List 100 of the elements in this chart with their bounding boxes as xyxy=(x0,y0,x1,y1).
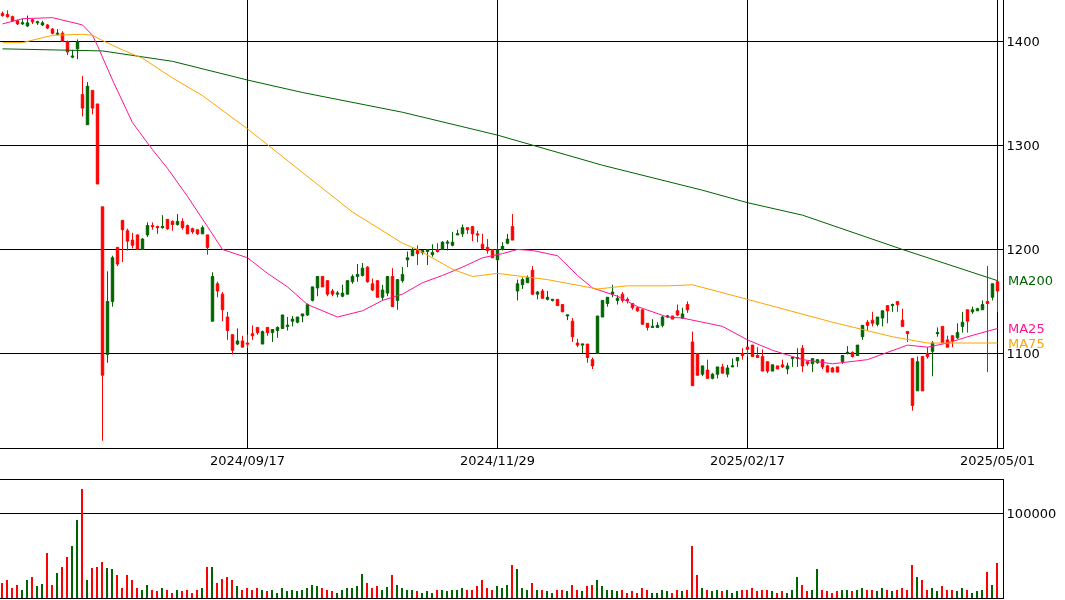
candlestick xyxy=(475,230,480,243)
candlestick xyxy=(645,322,650,332)
bar xyxy=(586,586,588,598)
bar xyxy=(381,590,383,598)
candlestick xyxy=(0,10,5,18)
bar xyxy=(511,565,513,598)
bar xyxy=(816,569,818,598)
candlestick xyxy=(5,9,10,19)
bar xyxy=(291,590,293,598)
bar xyxy=(401,588,403,598)
candlestick xyxy=(780,359,785,369)
bar xyxy=(626,593,628,598)
bar xyxy=(496,586,498,598)
bar xyxy=(971,593,973,598)
candlestick xyxy=(995,248,1000,313)
candlestick xyxy=(55,28,60,36)
bar xyxy=(946,590,948,598)
bar xyxy=(121,588,123,598)
bar xyxy=(826,591,828,598)
bar xyxy=(226,577,228,598)
candlestick xyxy=(120,219,125,263)
candlestick xyxy=(175,213,180,227)
bar xyxy=(271,590,273,598)
candlestick xyxy=(180,217,185,231)
candlestick xyxy=(450,231,455,247)
bar xyxy=(876,591,878,598)
bar xyxy=(731,593,733,598)
candlestick xyxy=(320,275,325,288)
bar xyxy=(356,586,358,598)
bar xyxy=(91,568,93,598)
bar xyxy=(721,591,723,598)
candlestick xyxy=(215,281,220,298)
candlestick xyxy=(185,224,190,235)
x-tick-label: 2024/11/29 xyxy=(460,452,535,468)
bar xyxy=(406,590,408,598)
bar xyxy=(171,593,173,598)
candlestick xyxy=(740,347,745,361)
bar xyxy=(491,590,493,598)
bar xyxy=(776,593,778,598)
bar xyxy=(341,590,343,598)
bar xyxy=(951,590,953,598)
candlestick xyxy=(240,335,245,348)
bar xyxy=(676,590,678,598)
bar xyxy=(31,577,33,598)
bar xyxy=(911,565,913,598)
bar xyxy=(801,585,803,598)
bar xyxy=(861,588,863,598)
candlestick xyxy=(775,365,780,370)
bar xyxy=(991,585,993,598)
candlestick xyxy=(465,227,470,235)
bar xyxy=(711,591,713,598)
bar xyxy=(81,489,83,598)
bar xyxy=(916,577,918,598)
candlestick xyxy=(750,344,755,358)
bar xyxy=(436,590,438,598)
candlestick xyxy=(330,288,335,297)
bar xyxy=(116,575,118,598)
candlestick xyxy=(205,234,210,256)
bar xyxy=(41,584,43,598)
bar xyxy=(96,567,98,598)
bar xyxy=(286,591,288,598)
candlestick xyxy=(470,226,475,242)
bar xyxy=(761,590,763,598)
bar xyxy=(456,590,458,598)
candlestick xyxy=(845,345,850,355)
candlestick xyxy=(540,288,545,299)
candlestick xyxy=(825,364,830,373)
candlestick xyxy=(50,27,55,35)
candlestick xyxy=(585,343,590,364)
candlestick xyxy=(480,233,485,250)
bar xyxy=(581,591,583,598)
candlestick xyxy=(760,348,765,372)
candlestick xyxy=(510,213,515,241)
candlestick xyxy=(855,344,860,356)
bar xyxy=(881,588,883,598)
bar xyxy=(86,580,88,598)
candlestick xyxy=(195,229,200,236)
bar xyxy=(601,586,603,598)
bar xyxy=(631,591,633,598)
candlestick xyxy=(870,311,875,327)
bar xyxy=(346,588,348,598)
bar xyxy=(641,588,643,598)
candlestick xyxy=(725,364,730,378)
bar xyxy=(446,591,448,598)
bar xyxy=(606,590,608,598)
candlestick xyxy=(985,265,990,373)
candlestick xyxy=(990,283,995,301)
candlestick xyxy=(900,308,905,327)
candlestick xyxy=(970,306,975,315)
bar xyxy=(866,590,868,598)
bar xyxy=(706,590,708,598)
bar xyxy=(651,593,653,598)
bar xyxy=(891,591,893,598)
bar xyxy=(886,590,888,598)
candlestick xyxy=(235,327,240,346)
bar xyxy=(846,590,848,598)
candlestick xyxy=(515,279,520,301)
candlestick xyxy=(455,229,460,236)
bar xyxy=(306,588,308,598)
bar xyxy=(101,562,103,598)
